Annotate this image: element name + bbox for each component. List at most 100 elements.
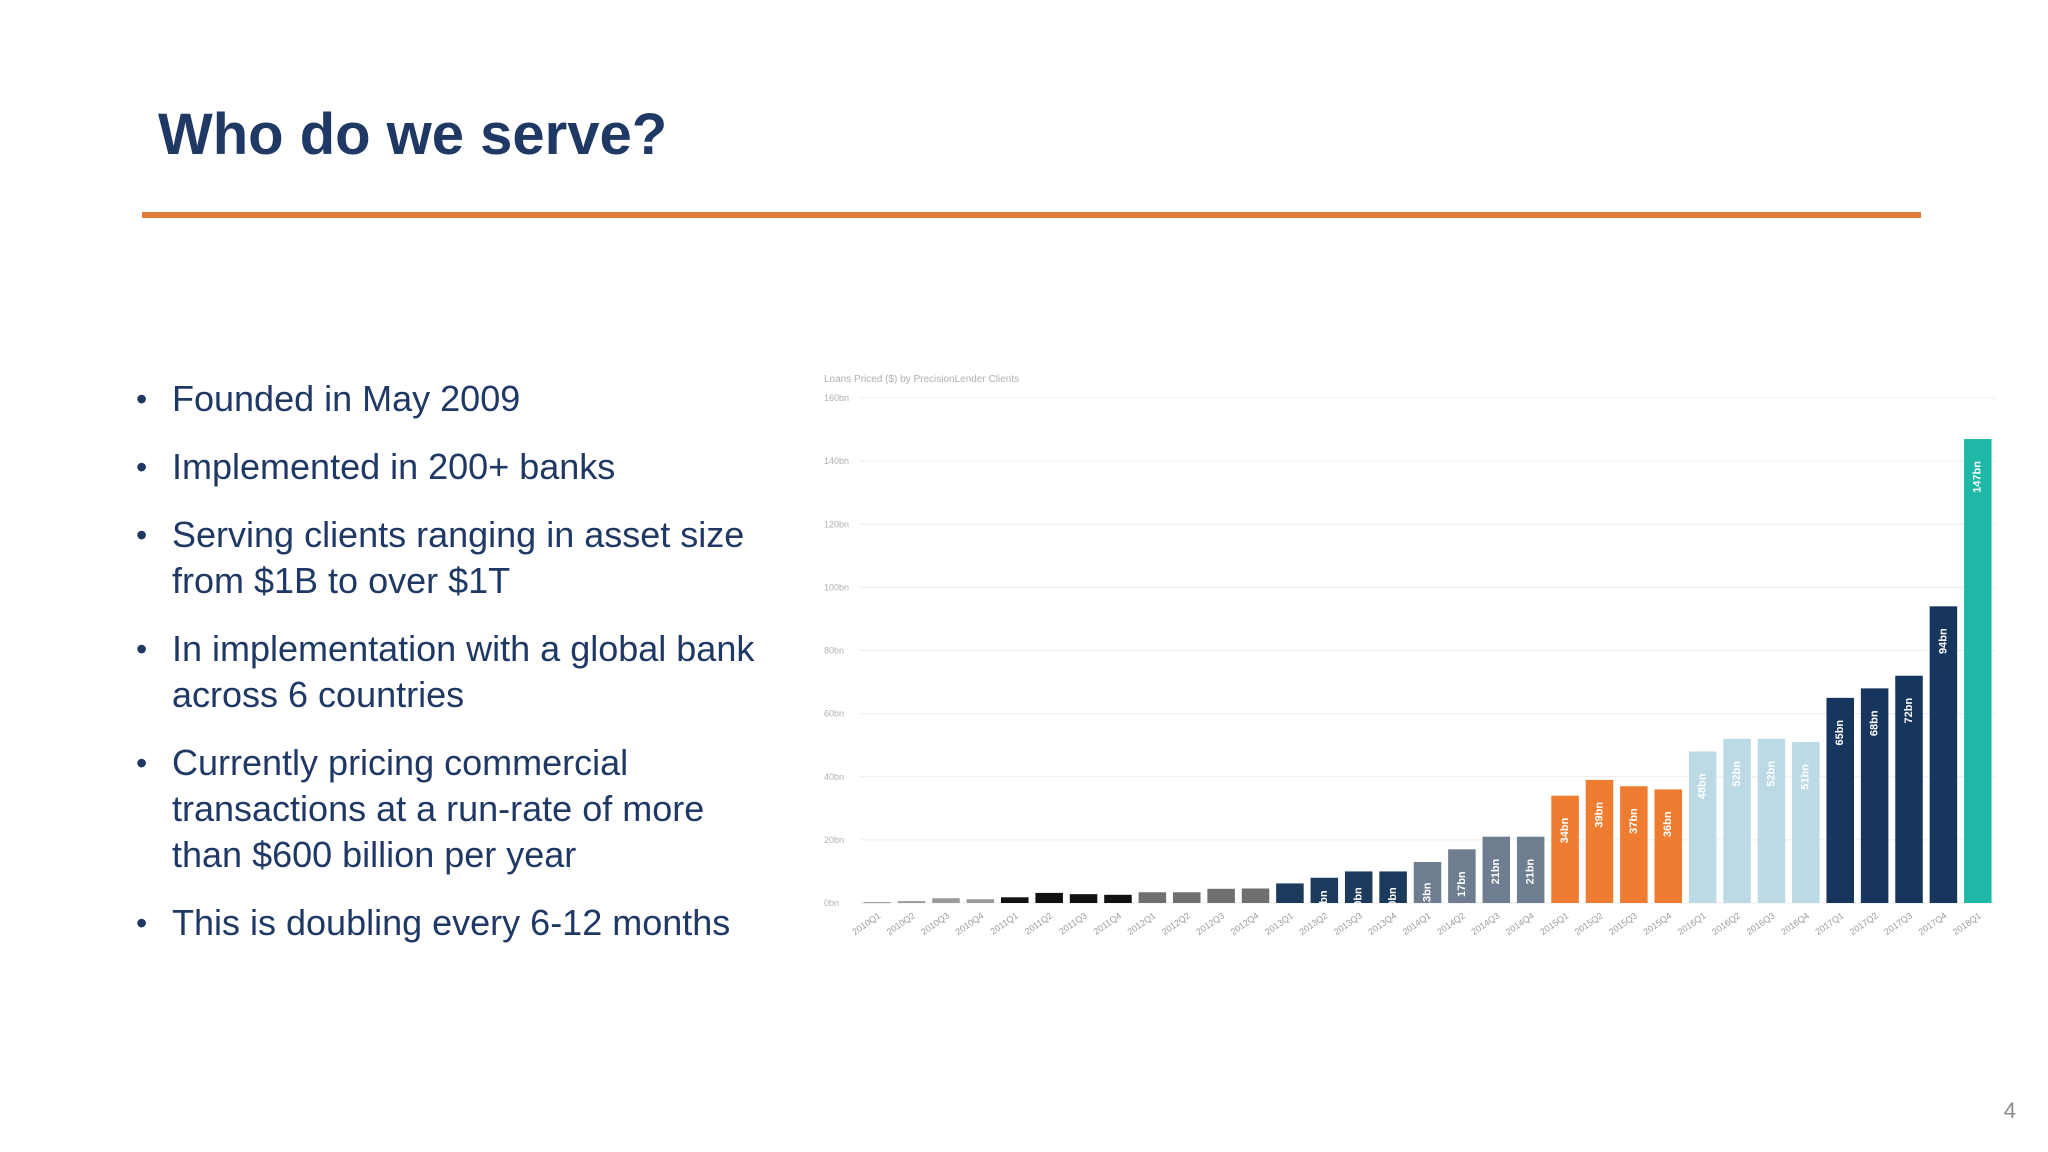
bar-data-label: 13bn bbox=[1421, 882, 1433, 908]
bar bbox=[897, 901, 926, 903]
bar bbox=[1482, 836, 1511, 903]
x-tick-label: 2014Q3 bbox=[1469, 910, 1501, 937]
bullet-icon: • bbox=[136, 449, 148, 485]
bar bbox=[1585, 779, 1614, 903]
bar bbox=[1172, 892, 1201, 903]
bar bbox=[1413, 861, 1442, 903]
bullet-text: In implementation with a global bank acr… bbox=[172, 628, 755, 715]
x-tick-label: 2017Q4 bbox=[1917, 910, 1949, 937]
bullet-icon: • bbox=[136, 517, 148, 553]
bar bbox=[1723, 738, 1751, 903]
bullet-icon: • bbox=[136, 631, 148, 667]
x-tick-label: 2012Q4 bbox=[1229, 910, 1261, 937]
bullet-text: Serving clients ranging in asset size fr… bbox=[172, 514, 745, 601]
bullet-list: • Founded in May 2009 • Implemented in 200… bbox=[130, 376, 770, 968]
bar bbox=[1757, 738, 1786, 903]
bar bbox=[1276, 883, 1304, 903]
x-tick-label: 2015Q2 bbox=[1573, 910, 1605, 937]
x-tick-label: 2011Q3 bbox=[1057, 910, 1088, 936]
x-tick-label: 2013Q2 bbox=[1297, 910, 1329, 937]
bullet-item: • Serving clients ranging in asset size f… bbox=[130, 512, 770, 604]
bar-data-label: 21bn bbox=[1525, 858, 1537, 884]
bar bbox=[1001, 897, 1029, 903]
bar bbox=[1448, 849, 1476, 903]
bar bbox=[1860, 688, 1889, 903]
bar bbox=[966, 899, 995, 903]
y-tick-label: 120bn bbox=[824, 519, 849, 529]
bar bbox=[1379, 871, 1407, 903]
bullet-text: Currently pricing commercial transaction… bbox=[172, 742, 705, 875]
bar-data-label: 147bn bbox=[1972, 461, 1984, 493]
bullet-item: • Founded in May 2009 bbox=[130, 376, 770, 422]
bar bbox=[1620, 786, 1648, 903]
bar-data-label: 65bn bbox=[1834, 720, 1846, 746]
bar-data-label: 37bn bbox=[1628, 808, 1640, 834]
bar bbox=[1104, 894, 1132, 903]
x-tick-label: 2012Q2 bbox=[1160, 910, 1192, 937]
bar-data-label: 39bn bbox=[1593, 802, 1605, 828]
x-tick-label: 2017Q3 bbox=[1882, 910, 1914, 937]
x-tick-label: 2014Q1 bbox=[1401, 910, 1433, 937]
y-tick-label: 160bn bbox=[824, 393, 849, 403]
x-tick-label: 2011Q2 bbox=[1023, 910, 1054, 936]
bar-data-label: 52bn bbox=[1731, 761, 1743, 787]
bullet-item: • Implemented in 200+ banks bbox=[130, 444, 770, 490]
y-tick-label: 60bn bbox=[824, 709, 844, 719]
x-tick-label: 2010Q3 bbox=[919, 910, 951, 937]
bullet-icon: • bbox=[136, 905, 148, 941]
bar-data-label: 52bn bbox=[1765, 761, 1777, 787]
y-tick-label: 140bn bbox=[824, 456, 849, 466]
y-tick-label: 80bn bbox=[824, 646, 844, 656]
bar bbox=[1344, 871, 1373, 903]
bar bbox=[1241, 888, 1270, 903]
x-tick-label: 2013Q4 bbox=[1366, 910, 1398, 937]
y-tick-label: 0bn bbox=[824, 898, 839, 908]
bar bbox=[1551, 795, 1579, 903]
bar-data-label: 21bn bbox=[1490, 858, 1502, 884]
x-tick-label: 2018Q1 bbox=[1951, 910, 1983, 937]
x-tick-label: 2016Q1 bbox=[1676, 910, 1708, 937]
bar-data-label: 34bn bbox=[1559, 817, 1571, 843]
x-tick-label: 2016Q3 bbox=[1745, 910, 1777, 937]
x-tick-label: 2013Q1 bbox=[1263, 910, 1295, 937]
bullet-text: This is doubling every 6-12 months bbox=[172, 902, 731, 943]
bar bbox=[1826, 697, 1854, 903]
bar-data-label: 10bn bbox=[1353, 887, 1365, 913]
x-tick-label: 2011Q1 bbox=[988, 910, 1019, 936]
x-tick-label: 2012Q3 bbox=[1194, 910, 1226, 937]
bar bbox=[1310, 877, 1339, 903]
bar bbox=[1138, 892, 1167, 903]
bar bbox=[1069, 894, 1098, 903]
bar bbox=[1792, 742, 1820, 903]
x-tick-label: 2010Q2 bbox=[885, 910, 917, 937]
bar bbox=[1654, 789, 1683, 903]
bar bbox=[1929, 606, 1958, 903]
slide-title: Who do we serve? bbox=[158, 102, 668, 167]
bar-data-label: 10bn bbox=[1387, 887, 1399, 913]
x-tick-label: 2015Q4 bbox=[1641, 910, 1673, 937]
x-tick-label: 2017Q2 bbox=[1848, 910, 1880, 937]
chart-title: Loans Priced ($) by PrecisionLender Clie… bbox=[824, 374, 1019, 385]
x-tick-label: 2013Q3 bbox=[1332, 910, 1364, 937]
bar-data-label: 8bn bbox=[1318, 890, 1330, 910]
x-tick-label: 2016Q4 bbox=[1779, 910, 1811, 937]
y-tick-label: 40bn bbox=[824, 772, 844, 782]
bar-data-label: 17bn bbox=[1456, 871, 1468, 897]
bar-data-label: 51bn bbox=[1800, 764, 1812, 790]
x-tick-label: 2012Q1 bbox=[1126, 910, 1158, 937]
bar-data-label: 94bn bbox=[1937, 628, 1949, 654]
page-number: 4 bbox=[2003, 1098, 2016, 1123]
x-tick-label: 2014Q4 bbox=[1504, 910, 1536, 937]
x-tick-label: 2015Q3 bbox=[1607, 910, 1639, 937]
title-divider bbox=[142, 212, 1921, 218]
x-tick-label: 2016Q2 bbox=[1710, 910, 1742, 937]
y-tick-label: 20bn bbox=[824, 835, 844, 845]
x-tick-label: 2017Q1 bbox=[1813, 910, 1845, 937]
bullet-item: • In implementation with a global bank ac… bbox=[130, 626, 770, 718]
bar bbox=[932, 898, 960, 903]
x-tick-label: 2010Q1 bbox=[850, 910, 882, 937]
x-tick-label: 2010Q4 bbox=[954, 910, 986, 937]
bullet-text: Founded in May 2009 bbox=[172, 378, 521, 419]
bar bbox=[1207, 888, 1235, 903]
